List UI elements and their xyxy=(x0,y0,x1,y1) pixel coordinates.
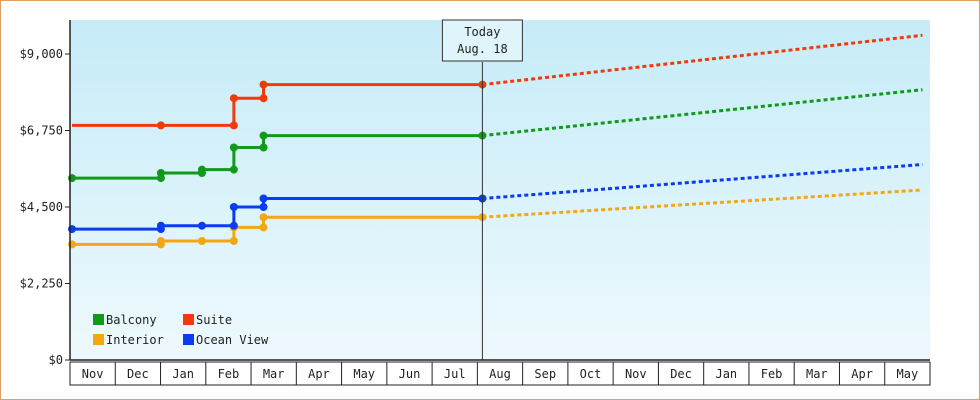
today-label: Today xyxy=(464,25,500,39)
forecast-line-ocean-view xyxy=(482,163,923,200)
data-point-ocean-view xyxy=(229,203,238,211)
legend-label-balcony: Balcony xyxy=(106,313,157,327)
month-label: Mar xyxy=(806,367,828,381)
month-label: Jul xyxy=(444,367,466,381)
data-point-ocean-view xyxy=(259,194,268,203)
forecast-line-suite xyxy=(482,33,923,87)
y-tick-label: $0 xyxy=(49,353,63,367)
legend-swatch-balcony xyxy=(93,314,104,325)
today-box xyxy=(441,19,523,62)
month-label: Dec xyxy=(670,367,692,381)
legend-label-ocean-view: Ocean View xyxy=(196,333,269,347)
month-band xyxy=(69,361,931,386)
month-label: Aug xyxy=(489,367,511,381)
data-point-balcony xyxy=(68,174,76,183)
data-point-interior xyxy=(156,237,165,245)
data-point-interior xyxy=(259,213,268,222)
data-point-ocean-view xyxy=(197,221,206,230)
data-point-suite xyxy=(156,121,165,130)
data-point-interior xyxy=(68,240,76,249)
y-tick-label: $6,750 xyxy=(20,124,63,138)
data-point-balcony xyxy=(197,165,206,174)
data-point-balcony xyxy=(229,143,238,152)
y-tick-label: $9,000 xyxy=(20,47,63,61)
data-point-interior xyxy=(229,237,238,245)
month-label: Apr xyxy=(851,367,873,381)
legend-swatch-interior xyxy=(93,334,104,345)
data-point-balcony xyxy=(259,131,268,140)
forecast-line-interior xyxy=(482,188,923,219)
data-point-interior xyxy=(197,237,206,245)
month-label: Feb xyxy=(218,367,240,381)
month-label: Jun xyxy=(399,367,421,381)
data-point-suite xyxy=(229,94,238,103)
data-point-ocean-view xyxy=(259,203,268,211)
today-date-label: Aug. 18 xyxy=(457,42,508,56)
month-label: Dec xyxy=(127,367,149,381)
month-label: Mar xyxy=(263,367,285,381)
legend-swatch-suite xyxy=(183,314,194,325)
data-point-interior xyxy=(259,223,268,232)
data-point-suite xyxy=(259,80,268,89)
data-point-ocean-view xyxy=(156,221,165,230)
plot-background xyxy=(70,20,930,360)
y-tick-label: $2,250 xyxy=(20,277,63,291)
legend-swatch-ocean-view xyxy=(183,334,194,345)
month-label: Apr xyxy=(308,367,330,381)
month-label: Sep xyxy=(534,367,556,381)
data-point-balcony xyxy=(156,169,165,177)
legend-label-suite: Suite xyxy=(196,313,232,327)
forecast-line-balcony xyxy=(482,88,923,138)
month-label: Jan xyxy=(172,367,194,381)
month-label: Feb xyxy=(761,367,783,381)
legend-label-interior: Interior xyxy=(106,333,164,347)
month-label: Nov xyxy=(82,367,104,381)
data-point-ocean-view xyxy=(229,221,238,230)
data-point-balcony xyxy=(259,143,268,152)
month-label: Nov xyxy=(625,367,647,381)
month-label: May xyxy=(353,367,375,381)
data-point-balcony xyxy=(229,165,238,174)
data-point-ocean-view xyxy=(68,225,76,234)
month-label: Jan xyxy=(715,367,737,381)
y-tick-label: $4,500 xyxy=(20,200,63,214)
month-label: May xyxy=(897,367,919,381)
data-point-suite xyxy=(259,94,268,103)
month-label: Oct xyxy=(580,367,602,381)
data-point-suite xyxy=(229,121,238,130)
